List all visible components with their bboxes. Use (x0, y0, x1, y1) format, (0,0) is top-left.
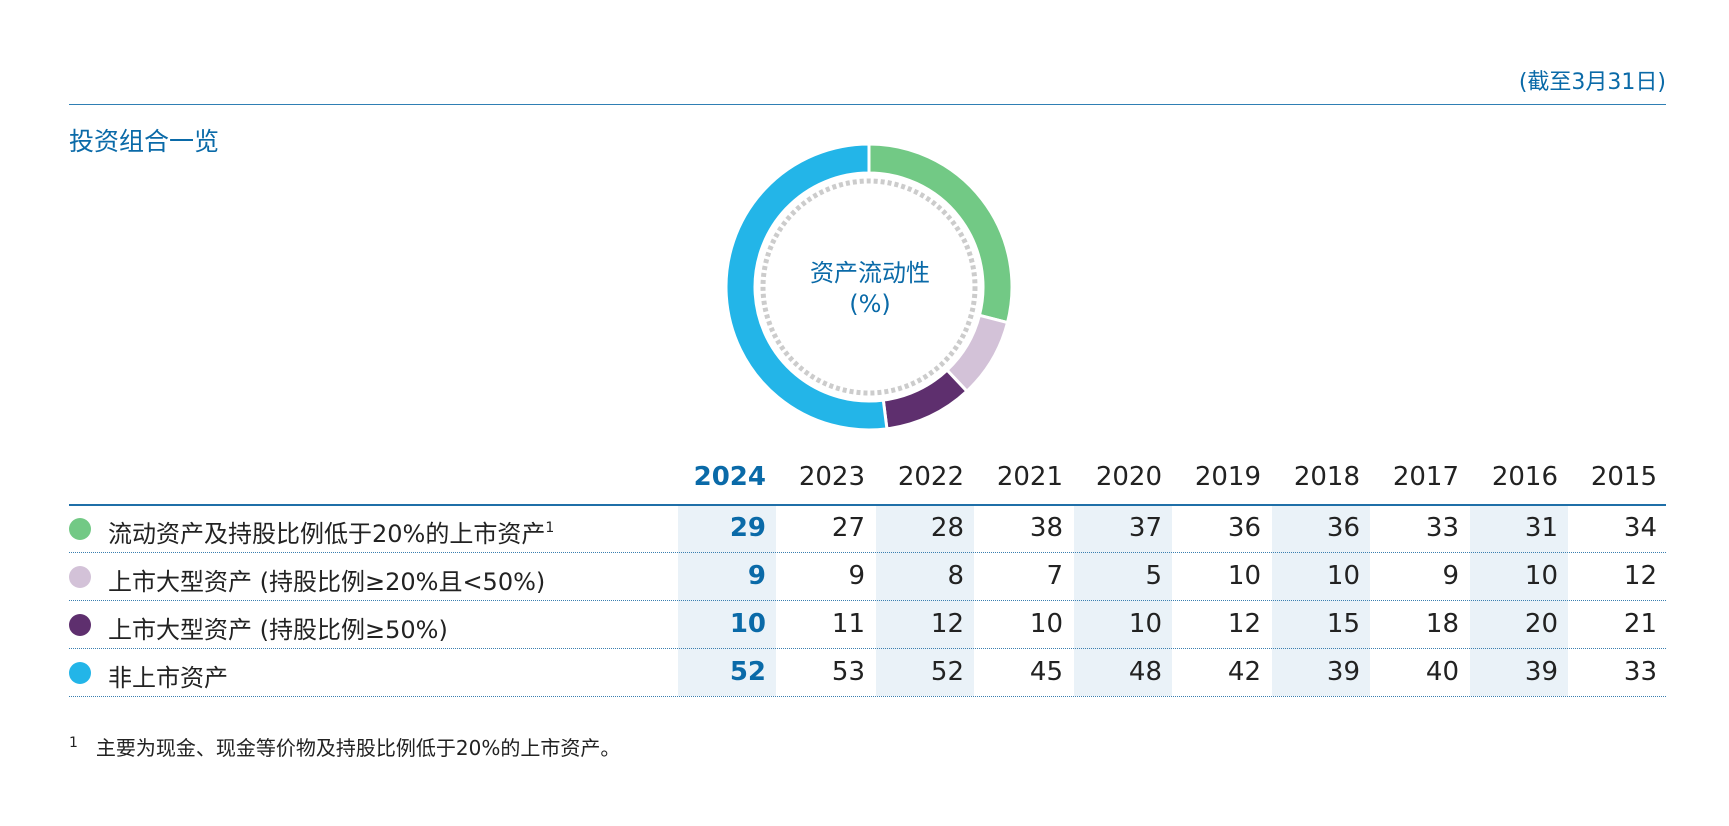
row-label-2: 上市大型资产 (持股比例≥20%且<50%) (108, 562, 545, 597)
row-label-text: 非上市资产 (108, 664, 228, 692)
cell-r1-2019: 36 (1227, 513, 1261, 543)
cell-r4-2021: 45 (1029, 657, 1063, 687)
cell-r3-2018: 15 (1326, 609, 1360, 639)
cell-r3-2015: 21 (1623, 609, 1657, 639)
row-label-1: 流动资产及持股比例低于20%的上市资产1 (108, 514, 554, 549)
cell-r4-2017: 40 (1425, 657, 1459, 687)
cell-r2-2018: 10 (1326, 561, 1360, 591)
legend-dot-2 (69, 566, 91, 588)
cell-r2-2023: 9 (848, 561, 865, 591)
cell-r3-2019: 12 (1227, 609, 1261, 639)
cell-r3-2021: 10 (1029, 609, 1063, 639)
column-shade-2024 (678, 506, 776, 696)
cell-r3-2024: 10 (729, 609, 766, 639)
year-header-2021: 2021 (996, 462, 1063, 492)
cell-r1-2023: 27 (831, 513, 865, 543)
cell-r4-2018: 39 (1326, 657, 1360, 687)
cell-r2-2019: 10 (1227, 561, 1261, 591)
donut-center-title: 资产流动性 (810, 259, 930, 287)
legend-dot-4 (69, 662, 91, 684)
cell-r2-2024: 9 (747, 561, 766, 591)
cell-r3-2022: 12 (930, 609, 964, 639)
cell-r4-2020: 48 (1128, 657, 1162, 687)
cell-r3-2017: 18 (1425, 609, 1459, 639)
column-shade-2016 (1470, 506, 1568, 696)
cell-r4-2016: 39 (1524, 657, 1558, 687)
column-shade-2018 (1272, 506, 1370, 696)
legend-dot-3 (69, 614, 91, 636)
cell-r4-2024: 52 (729, 657, 766, 687)
column-shade-2022 (876, 506, 974, 696)
row-divider (69, 648, 1666, 649)
footnote-ref: 1 (545, 520, 555, 536)
cell-r1-2024: 29 (729, 513, 766, 543)
cell-r3-2016: 20 (1524, 609, 1558, 639)
year-header-2019: 2019 (1194, 462, 1261, 492)
cell-r1-2018: 36 (1326, 513, 1360, 543)
row-label-3: 上市大型资产 (持股比例≥50%) (108, 610, 448, 645)
legend-dot-1 (69, 518, 91, 540)
as-of-date: (截至3月31日) (1518, 70, 1666, 95)
cell-r4-2023: 53 (831, 657, 865, 687)
cell-r2-2017: 9 (1442, 561, 1459, 591)
year-header-2022: 2022 (897, 462, 964, 492)
year-header-2020: 2020 (1095, 462, 1162, 492)
year-header-2017: 2017 (1392, 462, 1459, 492)
row-divider (69, 696, 1666, 697)
column-shade-2020 (1074, 506, 1172, 696)
cell-r1-2017: 33 (1425, 513, 1459, 543)
row-divider (69, 600, 1666, 601)
cell-r2-2016: 10 (1524, 561, 1558, 591)
cell-r2-2020: 5 (1145, 561, 1162, 591)
donut-center-unit: (%) (849, 290, 891, 318)
cell-r1-2020: 37 (1128, 513, 1162, 543)
year-header-2015: 2015 (1590, 462, 1657, 492)
row-label-text: 流动资产及持股比例低于20%的上市资产 (108, 520, 546, 548)
cell-r1-2022: 28 (930, 513, 964, 543)
footnote: 1 主要为现金、现金等价物及持股比例低于20%的上市资产。 (69, 732, 620, 761)
cell-r2-2021: 7 (1046, 561, 1063, 591)
cell-r2-2022: 8 (947, 561, 964, 591)
year-header-2024: 2024 (693, 462, 766, 492)
footnote-text: 主要为现金、现金等价物及持股比例低于20%的上市资产。 (95, 736, 621, 760)
donut-slice-4 (724, 142, 889, 432)
cell-r1-2016: 31 (1524, 513, 1558, 543)
cell-r4-2022: 52 (930, 657, 964, 687)
cell-r4-2019: 42 (1227, 657, 1261, 687)
year-header-2016: 2016 (1491, 462, 1558, 492)
cell-r1-2015: 34 (1623, 513, 1657, 543)
donut-inner-dotted-ring (760, 178, 978, 396)
cell-r1-2021: 38 (1029, 513, 1063, 543)
header-rule (69, 504, 1666, 506)
year-header-2023: 2023 (798, 462, 865, 492)
top-divider (69, 104, 1666, 105)
cell-r3-2023: 11 (831, 609, 865, 639)
section-title: 投资组合一览 (69, 127, 220, 156)
row-divider (69, 552, 1666, 553)
footnote-mark: 1 (69, 735, 78, 751)
cell-r4-2015: 33 (1623, 657, 1657, 687)
cell-r2-2015: 12 (1623, 561, 1657, 591)
cell-r3-2020: 10 (1128, 609, 1162, 639)
row-label-text: 上市大型资产 (持股比例≥20%且<50%) (108, 568, 546, 596)
row-label-text: 上市大型资产 (持股比例≥50%) (108, 616, 448, 644)
year-header-2018: 2018 (1293, 462, 1360, 492)
row-label-4: 非上市资产 (108, 658, 228, 693)
